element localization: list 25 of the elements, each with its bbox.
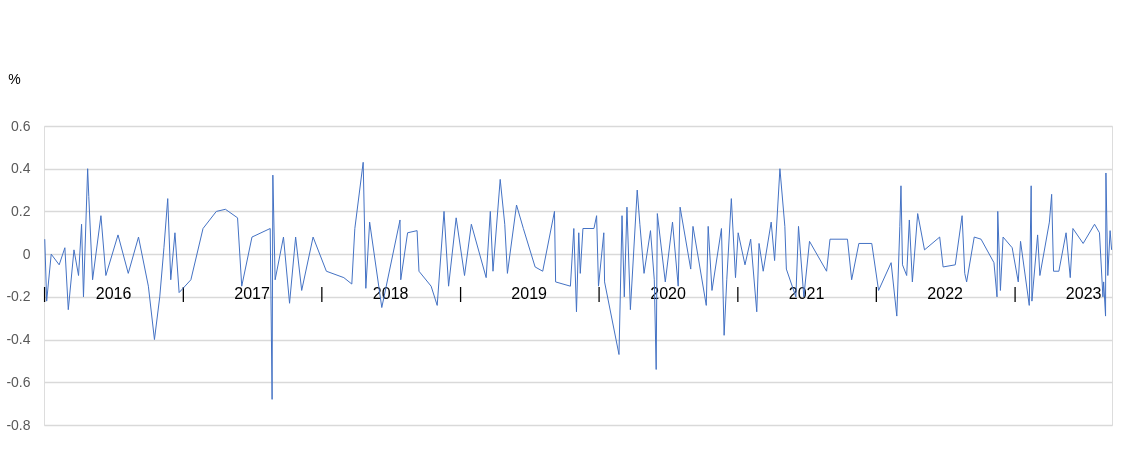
x-tick-label: 2021 [788, 284, 825, 302]
x-tick-label: | [1012, 284, 1018, 302]
line-series [44, 161, 1113, 400]
y-tick-label: -0.4 [6, 331, 31, 348]
y-tick-label: 0.4 [11, 160, 31, 177]
x-tick-label: | [458, 284, 463, 302]
y-tick-label: 0.6 [11, 117, 31, 134]
x-tick-label: 2019 [511, 284, 548, 302]
x-tick-label: | [181, 284, 186, 302]
x-tick-label: | [319, 284, 325, 302]
x-tick-label: | [42, 284, 47, 302]
x-tick-label: | [735, 284, 740, 302]
y-tick-label: 0.2 [11, 202, 31, 219]
y-tick-label: 0 [22, 245, 31, 262]
x-tick-label: 2017 [234, 284, 270, 302]
x-tick-label: 2022 [927, 284, 964, 302]
y-tick-label: -0.8 [6, 416, 31, 433]
x-tick-label: | [596, 284, 602, 302]
x-tick-label: 2018 [372, 284, 409, 302]
y-tick-label: -0.6 [6, 373, 31, 390]
x-tick-label: | [874, 284, 879, 302]
x-tick-label: 2023 [1065, 284, 1102, 302]
y-axis-title: % [8, 70, 21, 87]
y-tick-label: -0.2 [6, 288, 31, 305]
x-tick-label: 2016 [95, 284, 132, 302]
